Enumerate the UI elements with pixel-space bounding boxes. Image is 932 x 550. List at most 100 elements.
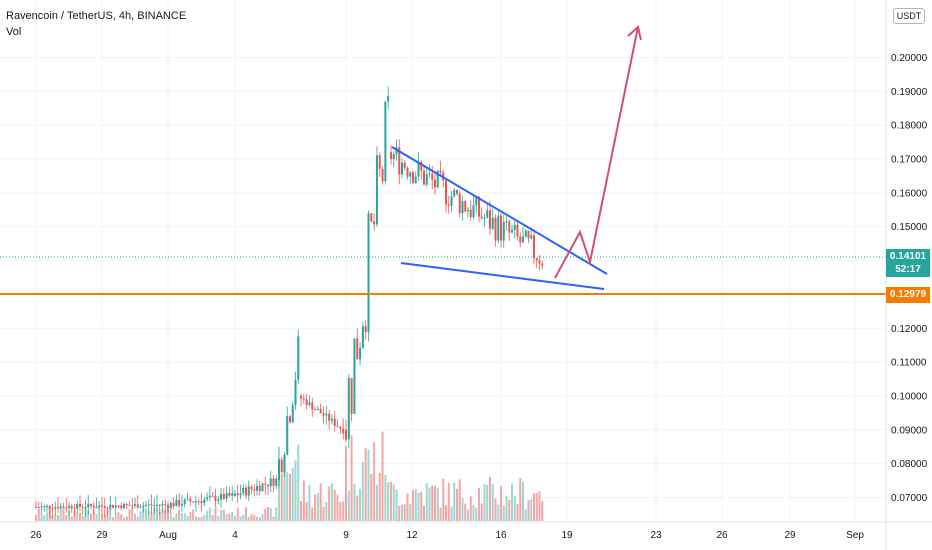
volume-bar — [175, 513, 178, 521]
candle-body — [186, 498, 189, 500]
candle-body — [222, 493, 225, 499]
candle-body — [59, 506, 62, 509]
volume-bar — [417, 492, 420, 521]
price-tick-label: 0.16000 — [891, 188, 928, 199]
candle-body — [280, 459, 283, 473]
volume-bar — [412, 489, 414, 521]
volume-bar — [289, 473, 291, 521]
volume-bar — [95, 513, 98, 521]
candle-body — [373, 221, 376, 225]
candle-body — [500, 215, 502, 241]
candle-body — [239, 493, 242, 496]
volume-bar — [381, 431, 384, 521]
candle-body — [390, 152, 392, 160]
candle-body — [491, 217, 494, 229]
candle-body — [356, 338, 359, 360]
candle-body — [502, 222, 505, 241]
volume-bar — [46, 512, 48, 521]
volume-bar — [425, 483, 428, 521]
volume-bar — [513, 495, 516, 521]
candle-body — [300, 395, 302, 399]
volume-bar — [286, 472, 289, 521]
candle-body — [37, 506, 40, 508]
volume-bar — [524, 509, 527, 521]
candle-body — [125, 503, 128, 505]
symbol-title[interactable]: Ravencoin / TetherUS, 4h, BINANCE — [6, 10, 187, 22]
candle-body — [467, 209, 469, 212]
volume-bar — [494, 498, 497, 521]
volume-bar — [128, 509, 131, 521]
candle-body — [136, 504, 139, 508]
volume-bar — [538, 491, 541, 521]
volume-bar — [361, 461, 364, 521]
candle-body — [420, 161, 423, 171]
volume-bar — [522, 481, 524, 521]
volume-bar — [109, 508, 112, 521]
candle-body — [236, 493, 239, 496]
volume-bar — [43, 515, 46, 521]
volume-bar — [139, 511, 142, 521]
volume-bar — [79, 512, 81, 521]
volume-bar — [208, 507, 211, 521]
volume-bar — [269, 507, 272, 521]
candle-body — [342, 428, 345, 434]
volume-bar — [491, 484, 494, 521]
volume-bar — [134, 513, 136, 521]
candle-body — [469, 209, 472, 218]
candle-body — [95, 507, 98, 509]
volume-bar — [497, 504, 500, 521]
candle-body — [264, 483, 267, 485]
volume-bar — [37, 508, 40, 521]
volume-bar — [217, 515, 220, 521]
volume-bar — [68, 510, 70, 521]
candle-body — [291, 405, 294, 423]
volume-bar — [305, 502, 308, 521]
volume-bar — [387, 482, 390, 521]
candle-body — [189, 498, 192, 502]
volume-indicator-label[interactable]: Vol — [6, 26, 22, 38]
price-tick-label: 0.11000 — [891, 358, 927, 369]
projection-arrow-path — [554, 26, 639, 279]
volume-bar — [180, 513, 183, 521]
volume-bar — [156, 508, 158, 521]
price-tick-label: 0.07000 — [891, 493, 928, 504]
candle-body — [347, 378, 350, 440]
candle-body — [54, 507, 57, 509]
candle-body — [247, 486, 250, 496]
candle-body — [417, 161, 420, 177]
bar-countdown: 52:17 — [895, 264, 921, 275]
candle-body — [79, 503, 81, 507]
price-tick-label: 0.10000 — [891, 391, 928, 402]
candle-body — [101, 505, 103, 507]
candle-body — [403, 162, 406, 168]
volume-bar — [375, 484, 378, 521]
volume-bar — [147, 510, 150, 521]
candle-body — [367, 213, 370, 333]
price-tick-label: 0.18000 — [891, 121, 928, 132]
volume-bar — [203, 515, 206, 521]
time-tick-label: 4 — [232, 530, 238, 541]
volume-bar — [247, 516, 250, 521]
volume-bar — [406, 493, 409, 521]
candle-body — [220, 493, 223, 500]
volume-bar — [164, 509, 167, 521]
volume-bar — [469, 496, 472, 521]
candle-body — [208, 495, 211, 498]
volume-bar — [200, 517, 203, 521]
candle-body — [522, 236, 524, 243]
volume-bar — [533, 493, 535, 521]
candle-body — [350, 378, 353, 414]
currency-selector[interactable]: USDT — [893, 8, 925, 24]
price-tick-label: 0.08000 — [891, 459, 928, 470]
candle-body — [286, 416, 289, 455]
volume-bar — [325, 502, 328, 521]
volume-bar — [414, 489, 417, 521]
candle-body — [169, 502, 172, 509]
candle-body — [305, 399, 308, 406]
candle-body — [325, 413, 328, 416]
candle-body — [505, 221, 508, 223]
candle-body — [225, 492, 228, 499]
projection-arrow-head — [627, 25, 642, 41]
volume-bar — [431, 485, 434, 521]
